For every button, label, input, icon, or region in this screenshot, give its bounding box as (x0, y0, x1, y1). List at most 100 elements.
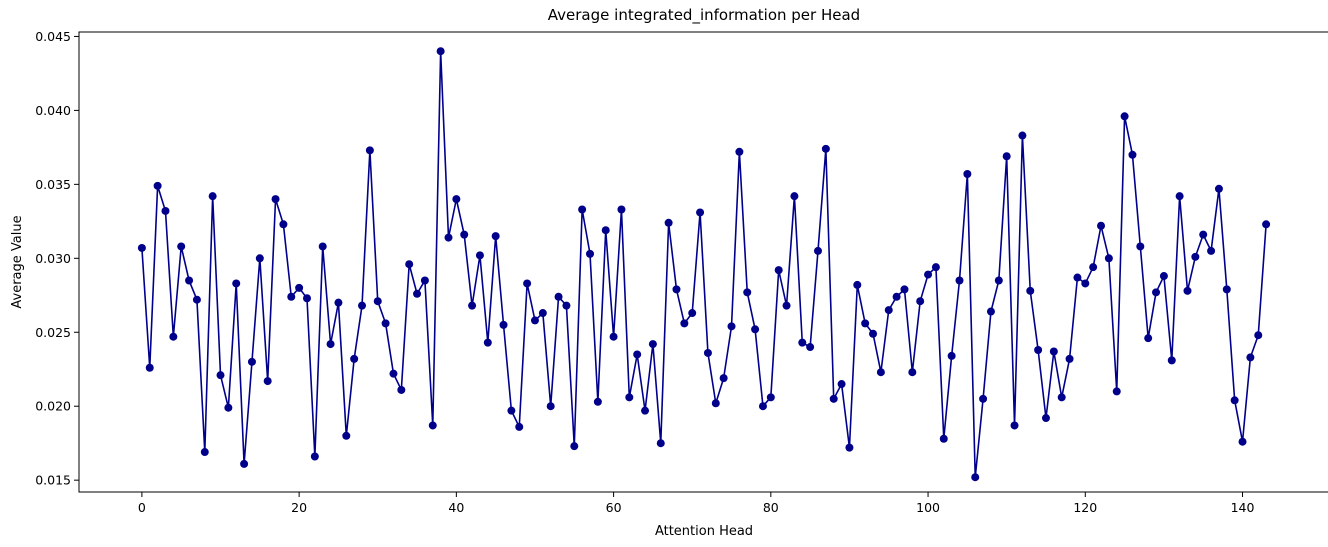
data-point-2 (153, 181, 162, 190)
data-point-114 (1034, 346, 1043, 355)
data-point-45 (491, 232, 500, 241)
chart-title: Average integrated_information per Head (548, 6, 860, 25)
data-point-137 (1214, 184, 1223, 193)
data-point-0 (137, 243, 146, 252)
data-point-52 (546, 402, 555, 411)
data-point-97 (900, 285, 909, 294)
data-point-9 (208, 192, 217, 201)
data-point-31 (381, 319, 390, 328)
data-point-93 (869, 329, 878, 338)
data-point-17 (271, 195, 280, 204)
data-point-98 (908, 368, 917, 377)
data-point-140 (1238, 437, 1247, 446)
data-point-126 (1128, 150, 1137, 159)
data-point-40 (452, 195, 461, 204)
data-point-8 (200, 448, 209, 457)
data-point-112 (1018, 131, 1027, 140)
data-point-124 (1112, 387, 1121, 396)
data-point-95 (884, 306, 893, 315)
data-point-141 (1246, 353, 1255, 362)
data-point-51 (538, 309, 547, 318)
data-point-60 (609, 332, 618, 341)
data-point-34 (405, 260, 414, 269)
data-point-116 (1049, 347, 1058, 356)
data-point-35 (413, 289, 422, 298)
data-point-50 (530, 316, 539, 325)
data-point-63 (633, 350, 642, 359)
data-point-101 (931, 263, 940, 272)
data-point-65 (648, 340, 657, 349)
data-point-106 (971, 473, 980, 482)
data-point-16 (263, 377, 272, 386)
data-point-15 (255, 254, 264, 263)
data-point-12 (232, 279, 241, 288)
data-point-13 (240, 459, 249, 468)
data-point-136 (1207, 246, 1216, 255)
x-tick-label: 40 (448, 500, 464, 515)
data-point-48 (515, 422, 524, 431)
data-point-104 (955, 276, 964, 285)
data-point-143 (1262, 220, 1271, 229)
data-point-57 (586, 249, 595, 258)
data-point-121 (1089, 263, 1098, 272)
data-point-21 (302, 294, 311, 303)
data-point-107 (979, 394, 988, 403)
y-tick-label: 0.045 (35, 29, 71, 44)
data-point-131 (1167, 356, 1176, 365)
data-point-24 (326, 340, 335, 349)
data-point-58 (593, 397, 602, 406)
data-point-81 (774, 266, 783, 275)
data-point-4 (169, 332, 178, 341)
y-tick-label: 0.025 (35, 325, 71, 340)
data-point-14 (247, 357, 256, 366)
data-point-66 (656, 439, 665, 448)
x-tick-label: 20 (291, 500, 307, 515)
data-point-29 (365, 146, 374, 155)
y-tick-label: 0.030 (35, 251, 71, 266)
data-point-142 (1254, 331, 1263, 340)
data-point-37 (428, 421, 437, 430)
data-point-3 (161, 206, 170, 215)
plot-frame (78, 31, 1328, 493)
y-tick-label: 0.020 (35, 399, 71, 414)
data-point-118 (1065, 354, 1074, 363)
data-point-123 (1104, 254, 1113, 263)
data-point-28 (358, 301, 367, 310)
data-point-26 (342, 431, 351, 440)
x-axis: 0 20 40 60 80 100 120 140 (138, 492, 1255, 515)
data-point-128 (1144, 334, 1153, 343)
data-point-70 (688, 309, 697, 318)
x-tick-label: 140 (1231, 500, 1255, 515)
data-point-73 (711, 399, 720, 408)
data-point-62 (625, 393, 634, 402)
data-point-54 (562, 301, 571, 310)
data-point-138 (1222, 285, 1231, 294)
y-tick-label: 0.035 (35, 177, 71, 192)
data-point-68 (672, 285, 681, 294)
data-point-76 (735, 147, 744, 156)
data-point-38 (436, 47, 445, 56)
data-point-130 (1159, 272, 1168, 281)
data-point-96 (892, 292, 901, 301)
data-point-92 (861, 319, 870, 328)
data-point-83 (790, 192, 799, 201)
data-point-74 (719, 374, 728, 383)
data-point-129 (1152, 288, 1161, 297)
y-axis: 0.015 0.020 0.025 0.030 0.035 0.040 0.045 (35, 29, 79, 488)
data-point-46 (499, 320, 508, 329)
data-point-90 (845, 443, 854, 452)
x-axis-label: Attention Head (655, 524, 753, 539)
data-point-78 (751, 325, 760, 334)
data-point-119 (1073, 273, 1082, 282)
data-point-64 (641, 406, 650, 415)
data-point-88 (829, 394, 838, 403)
y-axis-label: Average Value (10, 215, 25, 308)
data-point-23 (318, 242, 327, 251)
data-point-53 (554, 292, 563, 301)
x-tick-label: 80 (763, 500, 779, 515)
data-point-5 (177, 242, 186, 251)
data-point-47 (507, 406, 516, 415)
data-point-105 (963, 169, 972, 178)
data-point-91 (853, 280, 862, 289)
